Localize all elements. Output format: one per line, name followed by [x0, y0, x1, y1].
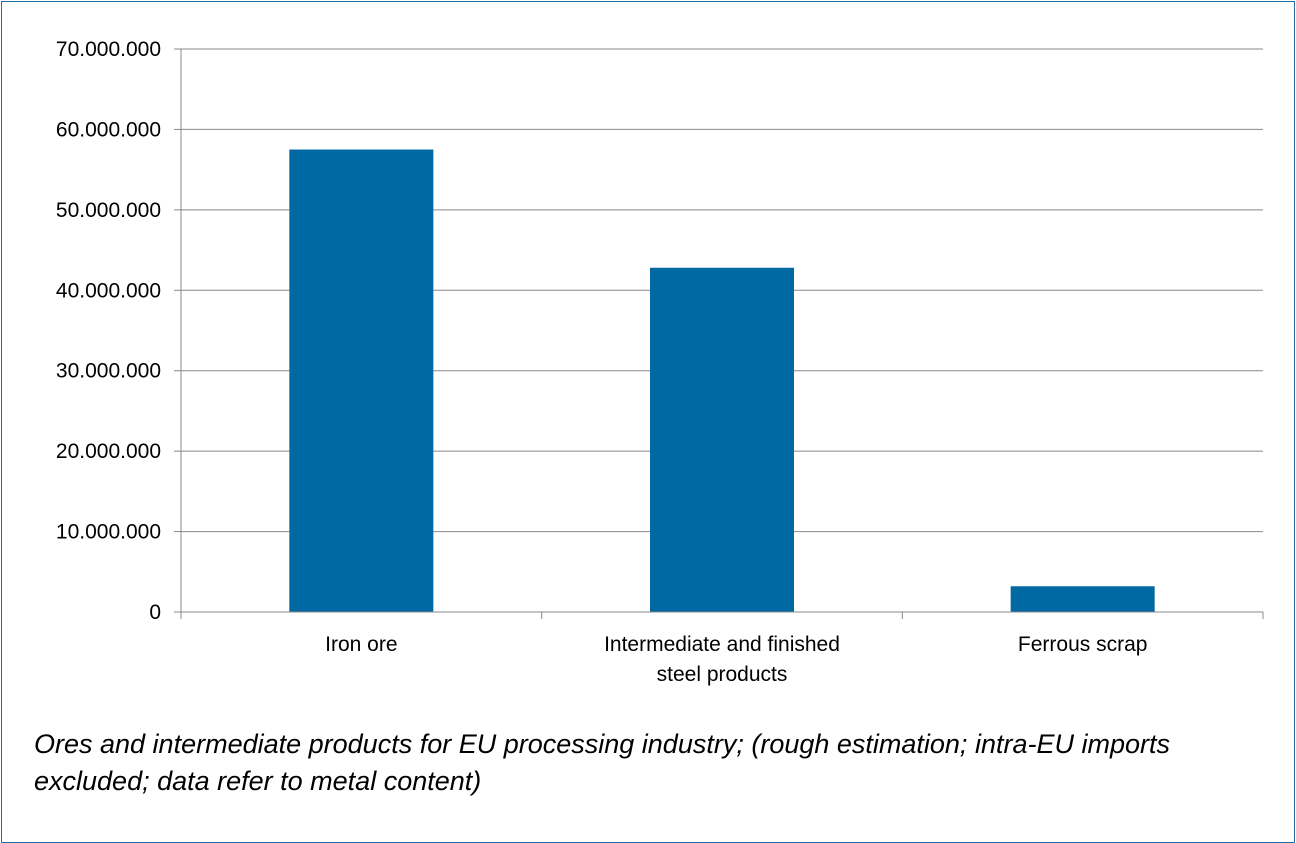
category-label: Intermediate and finished steel products — [604, 633, 840, 686]
bar — [650, 267, 794, 612]
category-label: Iron ore — [325, 633, 397, 656]
y-tick-label: 60.000.000 — [56, 118, 161, 141]
y-tick-label: 30.000.000 — [56, 360, 161, 383]
y-axis-ticks: 0 10.000.000 20.000.000 30.000.000 40.000.00… — [56, 38, 182, 624]
y-tick-label: 70.000.000 — [56, 38, 161, 61]
bar — [1010, 586, 1155, 612]
bars — [289, 149, 1155, 613]
bar — [289, 149, 434, 613]
y-tick-label: 0 — [149, 601, 161, 624]
y-tick-label: 10.000.000 — [56, 521, 161, 544]
y-tick-label: 20.000.000 — [56, 440, 161, 463]
x-axis — [180, 611, 1264, 619]
category-label: Ferrous scrap — [1018, 633, 1148, 656]
y-tick-label: 50.000.000 — [56, 199, 161, 222]
chart-caption: Ores and intermediate products for EU pr… — [34, 729, 1170, 796]
category-labels: Iron ore Intermediate and finished steel p… — [325, 633, 1147, 686]
y-tick-label: 40.000.000 — [56, 279, 161, 302]
